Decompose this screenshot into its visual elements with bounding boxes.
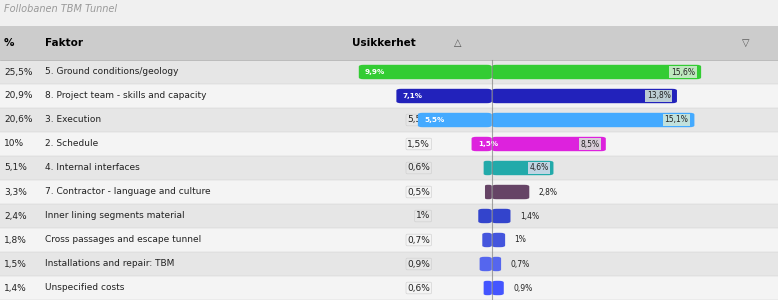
Bar bbox=[0, 0, 778, 26]
Text: 1,4%: 1,4% bbox=[4, 284, 26, 292]
Text: 2,4%: 2,4% bbox=[4, 212, 26, 220]
Text: 1,5%: 1,5% bbox=[408, 140, 430, 148]
FancyBboxPatch shape bbox=[359, 65, 492, 79]
Text: 0,6%: 0,6% bbox=[408, 164, 430, 172]
Text: 1,4%: 1,4% bbox=[520, 212, 539, 220]
FancyBboxPatch shape bbox=[396, 89, 492, 103]
Text: 8. Project team - skills and capacity: 8. Project team - skills and capacity bbox=[45, 92, 207, 100]
FancyBboxPatch shape bbox=[482, 233, 492, 247]
Bar bbox=[0, 180, 778, 204]
FancyBboxPatch shape bbox=[492, 65, 701, 79]
Text: 5,5%: 5,5% bbox=[424, 117, 444, 123]
Text: 13,8%: 13,8% bbox=[647, 92, 671, 100]
Bar bbox=[0, 60, 778, 84]
Text: 20,9%: 20,9% bbox=[4, 92, 33, 100]
Text: Unspecified costs: Unspecified costs bbox=[45, 284, 124, 292]
Text: 7,1%: 7,1% bbox=[408, 92, 430, 100]
Text: 1,5%: 1,5% bbox=[4, 260, 26, 268]
FancyBboxPatch shape bbox=[492, 281, 504, 295]
Text: 10%: 10% bbox=[4, 140, 24, 148]
Text: 5. Ground conditions/geology: 5. Ground conditions/geology bbox=[45, 68, 179, 76]
Bar bbox=[0, 132, 778, 156]
Text: 1%: 1% bbox=[514, 236, 527, 244]
Text: 15,6%: 15,6% bbox=[671, 68, 695, 76]
Text: 3. Execution: 3. Execution bbox=[45, 116, 101, 124]
FancyBboxPatch shape bbox=[479, 257, 492, 271]
Text: 8,5%: 8,5% bbox=[580, 140, 600, 148]
Bar bbox=[0, 228, 778, 252]
Text: 0,9%: 0,9% bbox=[513, 284, 532, 292]
Text: 25,5%: 25,5% bbox=[4, 68, 33, 76]
FancyBboxPatch shape bbox=[484, 281, 492, 295]
Bar bbox=[0, 84, 778, 108]
Text: 7,1%: 7,1% bbox=[402, 93, 422, 99]
Bar bbox=[0, 156, 778, 180]
FancyBboxPatch shape bbox=[492, 185, 529, 199]
Text: %: % bbox=[4, 38, 14, 48]
Bar bbox=[0, 204, 778, 228]
Text: 2. Schedule: 2. Schedule bbox=[45, 140, 98, 148]
Bar bbox=[0, 26, 778, 60]
Text: △: △ bbox=[454, 38, 461, 48]
Text: 1,5%: 1,5% bbox=[478, 141, 498, 147]
Bar bbox=[0, 108, 778, 132]
Bar bbox=[0, 252, 778, 276]
Text: 5,5%: 5,5% bbox=[408, 116, 430, 124]
Text: 15,1%: 15,1% bbox=[664, 116, 689, 124]
Text: 9,9%: 9,9% bbox=[408, 68, 430, 76]
Text: Installations and repair: TBM: Installations and repair: TBM bbox=[45, 260, 174, 268]
Text: 20,6%: 20,6% bbox=[4, 116, 33, 124]
Text: ▽: ▽ bbox=[741, 38, 749, 48]
Text: 4,6%: 4,6% bbox=[530, 164, 548, 172]
Text: 0,5%: 0,5% bbox=[408, 188, 430, 196]
Text: 2,8%: 2,8% bbox=[538, 188, 558, 196]
Text: 5,1%: 5,1% bbox=[4, 164, 26, 172]
Bar bbox=[0, 276, 778, 300]
Text: 0,7%: 0,7% bbox=[510, 260, 530, 268]
Text: 0,7%: 0,7% bbox=[408, 236, 430, 244]
FancyBboxPatch shape bbox=[485, 185, 492, 199]
FancyBboxPatch shape bbox=[484, 161, 492, 175]
Text: Faktor: Faktor bbox=[45, 38, 83, 48]
FancyBboxPatch shape bbox=[492, 233, 505, 247]
FancyBboxPatch shape bbox=[471, 137, 492, 151]
FancyBboxPatch shape bbox=[492, 137, 606, 151]
Text: 7. Contractor - language and culture: 7. Contractor - language and culture bbox=[45, 188, 211, 196]
Text: 9,9%: 9,9% bbox=[365, 69, 385, 75]
Text: 0,9%: 0,9% bbox=[408, 260, 430, 268]
FancyBboxPatch shape bbox=[492, 161, 553, 175]
Text: 3,3%: 3,3% bbox=[4, 188, 26, 196]
FancyBboxPatch shape bbox=[492, 257, 501, 271]
Text: Cross passages and escape tunnel: Cross passages and escape tunnel bbox=[45, 236, 202, 244]
Text: Inner lining segments material: Inner lining segments material bbox=[45, 212, 184, 220]
FancyBboxPatch shape bbox=[418, 113, 492, 127]
Text: 1,8%: 1,8% bbox=[4, 236, 26, 244]
Text: 4. Internal interfaces: 4. Internal interfaces bbox=[45, 164, 140, 172]
FancyBboxPatch shape bbox=[492, 89, 677, 103]
Text: 1%: 1% bbox=[416, 212, 430, 220]
FancyBboxPatch shape bbox=[492, 113, 695, 127]
Text: Usikkerhet: Usikkerhet bbox=[352, 38, 416, 48]
Text: 0,6%: 0,6% bbox=[408, 284, 430, 292]
Text: Follobanen TBM Tunnel: Follobanen TBM Tunnel bbox=[4, 4, 117, 14]
FancyBboxPatch shape bbox=[492, 209, 510, 223]
FancyBboxPatch shape bbox=[478, 209, 492, 223]
